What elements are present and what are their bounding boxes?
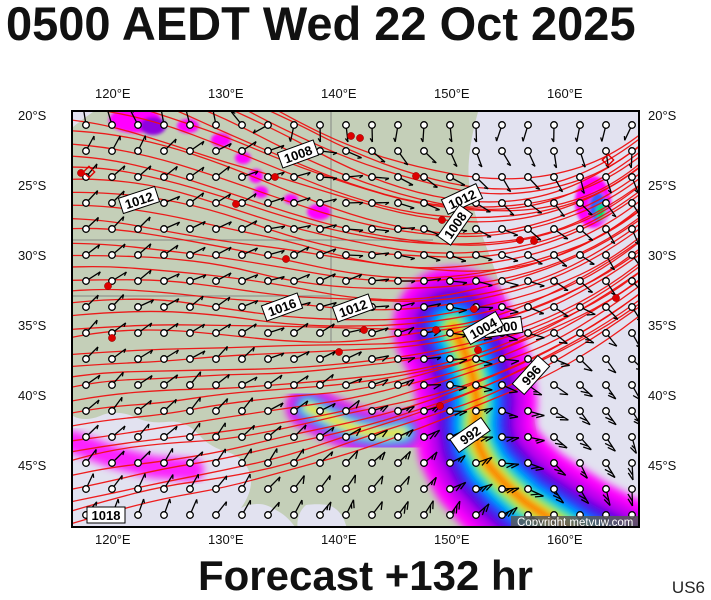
svg-text:1018: 1018 bbox=[92, 508, 121, 523]
svg-text:Copyright metvuw.com: Copyright metvuw.com bbox=[517, 517, 633, 528]
